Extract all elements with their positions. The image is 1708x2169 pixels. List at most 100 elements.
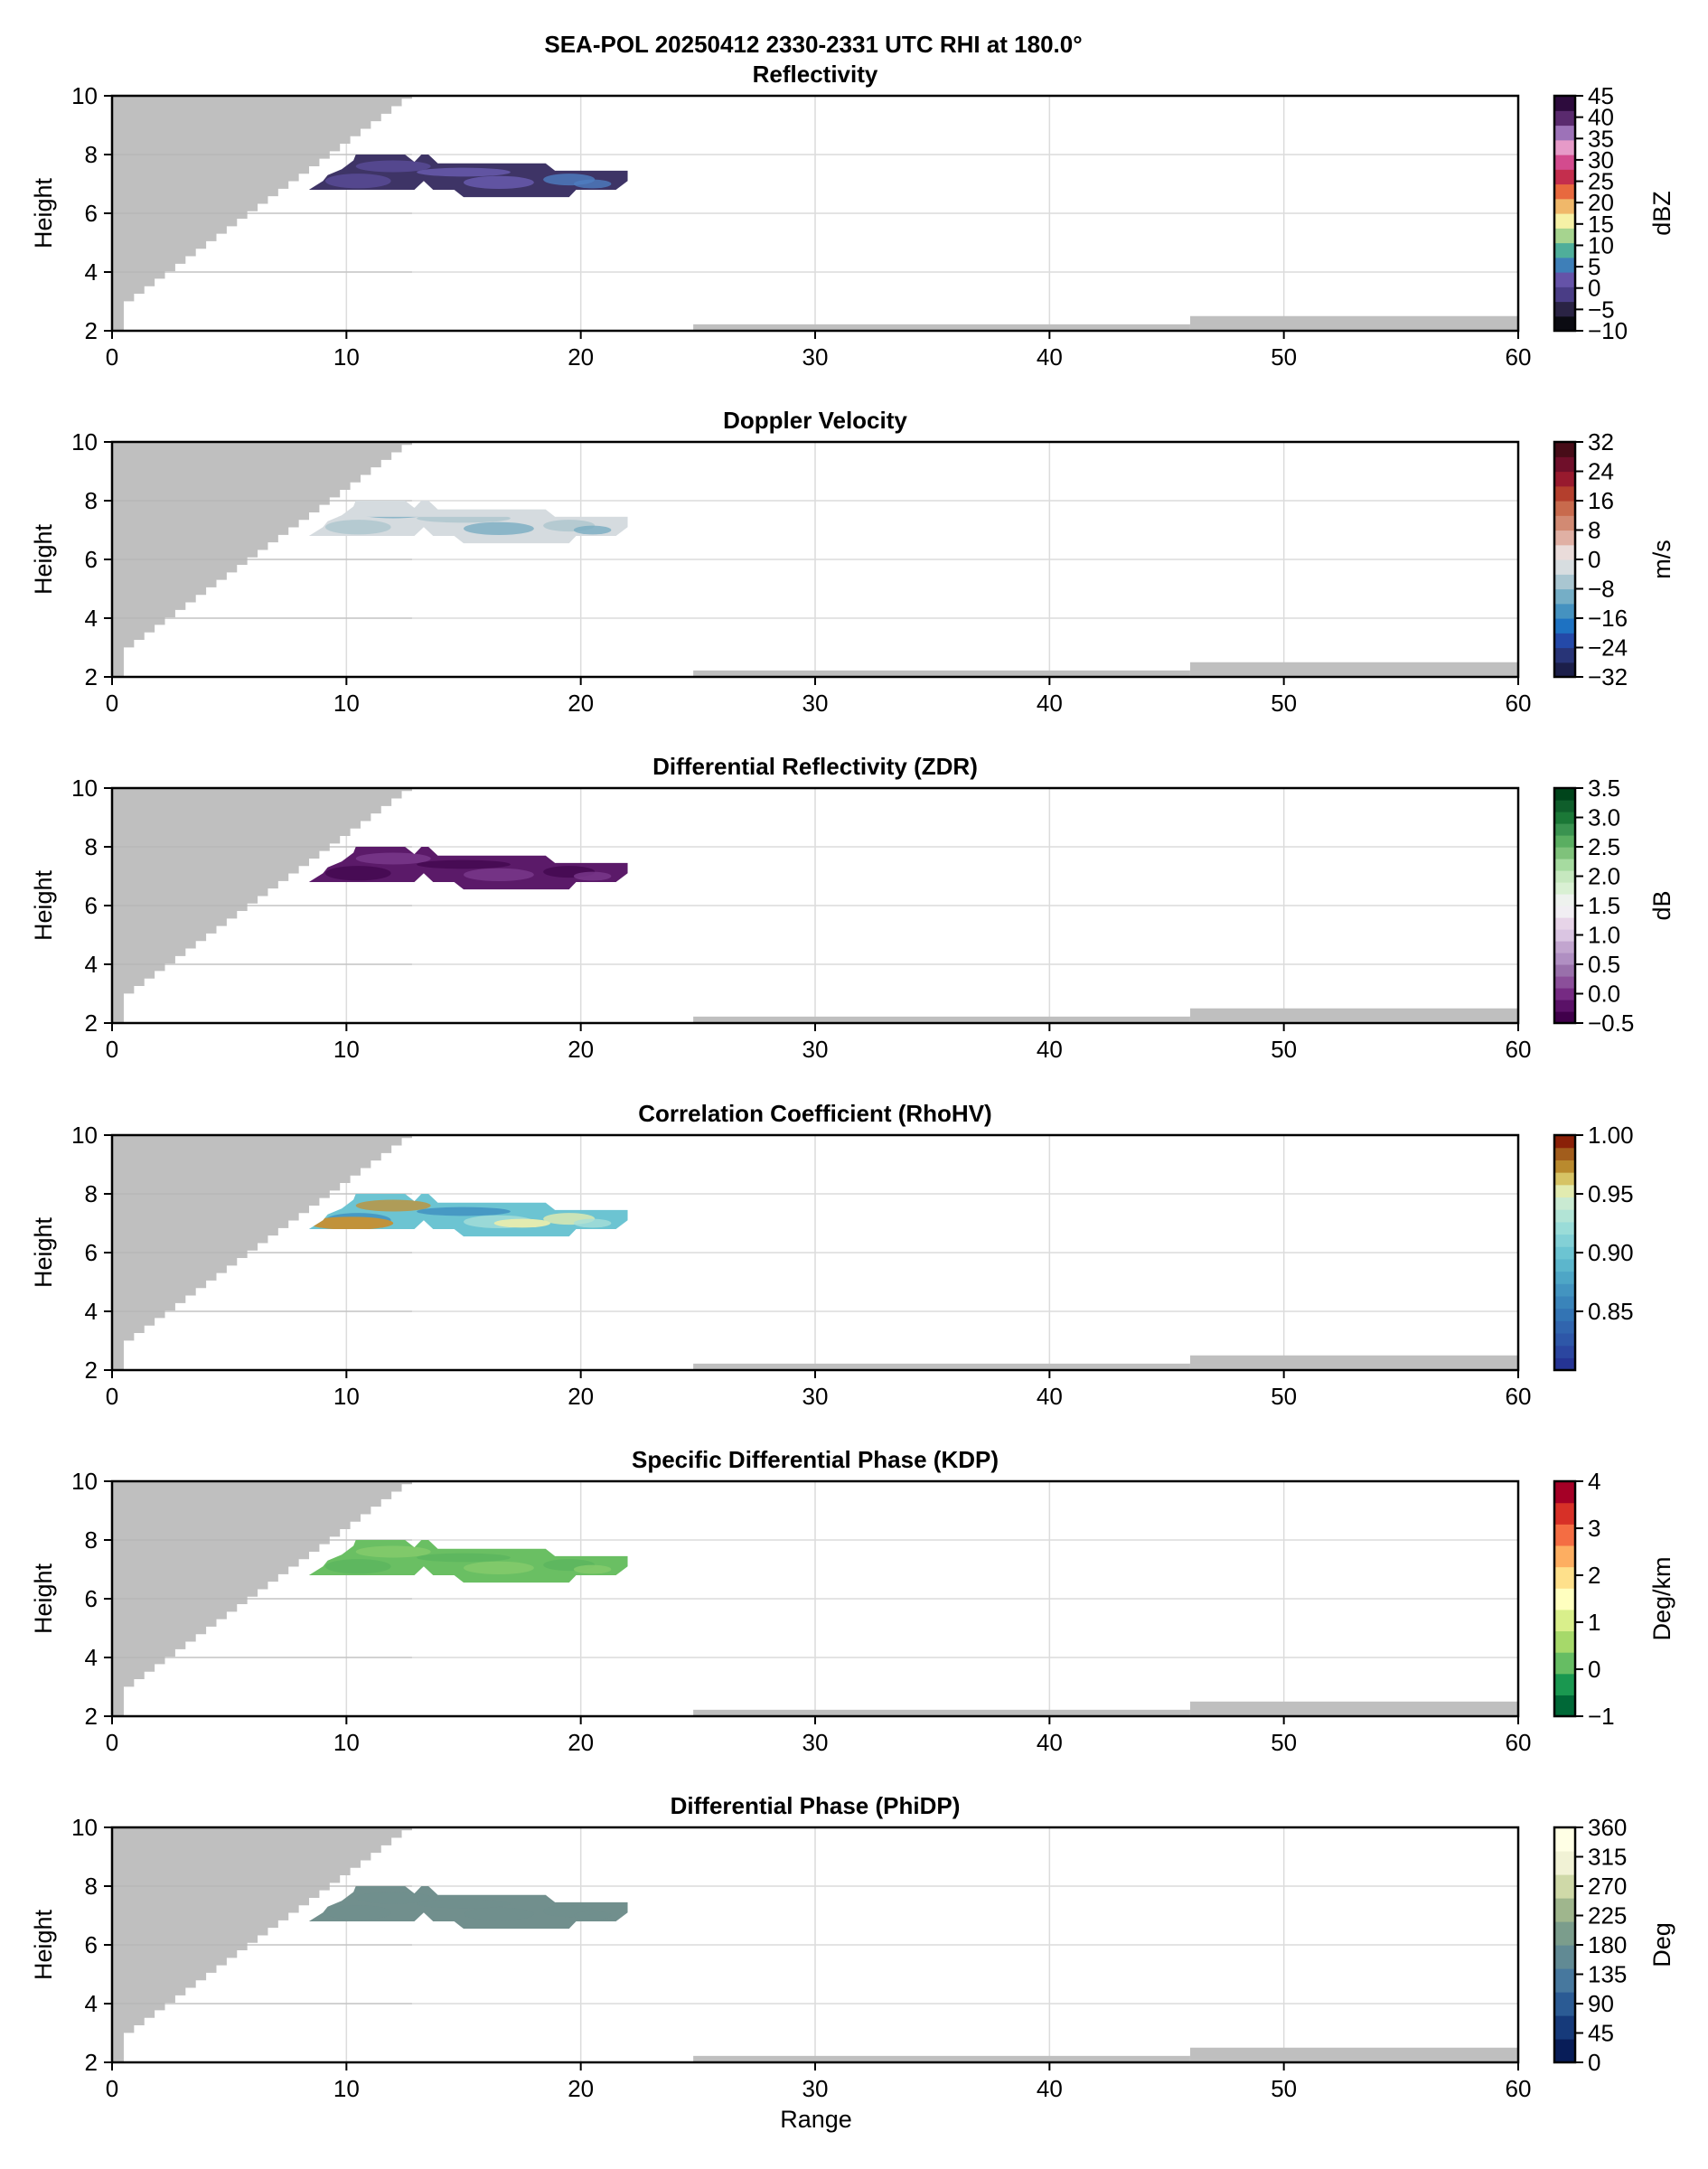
colorbar-band bbox=[1554, 1695, 1575, 1717]
colorbar-band bbox=[1554, 183, 1575, 200]
echo-contour bbox=[464, 1907, 534, 1921]
colorbar-band bbox=[1554, 1258, 1575, 1272]
x-tick-label: 20 bbox=[568, 1036, 594, 1063]
colorbar-band bbox=[1554, 800, 1575, 812]
y-axis-label: Height bbox=[30, 1216, 57, 1288]
colorbar-band bbox=[1554, 1135, 1575, 1149]
colorbar-band bbox=[1554, 2015, 1575, 2040]
colorbar-band bbox=[1554, 515, 1575, 531]
masked-ground-strip bbox=[1189, 1355, 1518, 1370]
colorbar-band bbox=[1554, 286, 1575, 303]
x-tick-label: 40 bbox=[1037, 1729, 1063, 1756]
colorbar-band bbox=[1554, 1898, 1575, 1922]
echo-contour bbox=[417, 1899, 511, 1909]
echo-detail bbox=[324, 852, 612, 882]
panel-title: Doppler Velocity bbox=[723, 407, 907, 434]
colorbar-band bbox=[1554, 588, 1575, 605]
colorbar-band bbox=[1554, 976, 1575, 989]
echo-detail bbox=[324, 1892, 612, 1921]
y-tick-label: 8 bbox=[85, 1526, 98, 1554]
masked-ground-strip bbox=[693, 1363, 1190, 1370]
y-tick-label: 8 bbox=[85, 487, 98, 514]
y-tick-label: 2 bbox=[85, 1009, 98, 1037]
colorbar-tick-label: 0 bbox=[1588, 275, 1600, 302]
colorbar-tick-label: 4 bbox=[1588, 1468, 1600, 1495]
x-tick-label: 50 bbox=[1271, 1036, 1297, 1063]
y-tick-label: 6 bbox=[85, 1931, 98, 1958]
colorbar-tick-label: 1.5 bbox=[1588, 892, 1620, 919]
echo-contour bbox=[493, 1218, 550, 1228]
y-axis-label: Height bbox=[30, 1563, 57, 1634]
colorbar-band bbox=[1554, 1945, 1575, 1969]
echo-contour bbox=[417, 859, 511, 869]
echo-contour bbox=[308, 1216, 394, 1230]
y-tick-label: 4 bbox=[85, 951, 98, 978]
colorbar-tick-label: 45 bbox=[1588, 2020, 1614, 2047]
y-tick-label: 2 bbox=[85, 663, 98, 690]
colorbar-band bbox=[1554, 1588, 1575, 1610]
panel-title: Specific Differential Phase (KDP) bbox=[632, 1446, 999, 1473]
echo-contour bbox=[573, 525, 612, 535]
colorbar-band bbox=[1554, 1184, 1575, 1198]
colorbar-band bbox=[1554, 2039, 1575, 2063]
masked-ground-strip bbox=[693, 1016, 1190, 1023]
x-tick-label: 50 bbox=[1271, 1729, 1297, 1756]
colorbar-tick-label: 2 bbox=[1588, 1562, 1600, 1589]
colorbar-band bbox=[1554, 228, 1575, 244]
panel-title: Differential Reflectivity (ZDR) bbox=[652, 753, 978, 780]
colorbar-band bbox=[1554, 1308, 1575, 1321]
echo-contour bbox=[464, 175, 534, 190]
x-tick-label: 30 bbox=[802, 690, 829, 717]
echo-contour bbox=[573, 1911, 612, 1920]
colorbar-tick-label: 180 bbox=[1588, 1931, 1627, 1958]
colorbar-label: dBZ bbox=[1648, 191, 1675, 236]
x-tick-label: 10 bbox=[333, 2075, 360, 2102]
colorbar-band bbox=[1554, 485, 1575, 502]
colorbar-band bbox=[1554, 603, 1575, 619]
colorbar-rhohv: 0.85 0.90 0.95 1.00 bbox=[1553, 1122, 1634, 1372]
y-axis-label: Height bbox=[30, 177, 57, 249]
colorbar-band bbox=[1554, 155, 1575, 170]
colorbar-band bbox=[1554, 1968, 1575, 1993]
colorbar-tick-label: 2.5 bbox=[1588, 833, 1620, 860]
colorbar-tick-label: 0 bbox=[1588, 1656, 1600, 1683]
x-tick-label: 60 bbox=[1506, 343, 1532, 371]
y-tick-label: 6 bbox=[85, 892, 98, 919]
colorbar-label: Deg bbox=[1648, 1922, 1675, 1967]
panel-title: Differential Phase (PhiDP) bbox=[671, 1792, 961, 1819]
colorbar-band bbox=[1554, 96, 1575, 111]
colorbar-band bbox=[1554, 301, 1575, 317]
x-tick-label: 0 bbox=[106, 2075, 118, 2102]
colorbar-band bbox=[1554, 662, 1575, 678]
colorbar-band bbox=[1554, 988, 1575, 1000]
colorbar-frame bbox=[1553, 94, 1577, 333]
x-tick-label: 20 bbox=[568, 2075, 594, 2102]
echo-contour bbox=[324, 866, 391, 881]
x-tick-label: 10 bbox=[333, 1383, 360, 1410]
colorbar-tick-label: 45 bbox=[1588, 82, 1614, 109]
y-axis-label: Height bbox=[30, 523, 57, 595]
colorbar-kdp: −1 0 1 2 3 4 Deg/km bbox=[1553, 1468, 1675, 1730]
echo-detail bbox=[308, 1199, 612, 1230]
y-tick-label: 2 bbox=[85, 2049, 98, 2076]
colorbar-band bbox=[1554, 870, 1575, 883]
colorbar-tick-label: 16 bbox=[1588, 487, 1614, 514]
colorbar-tick-label: 1.00 bbox=[1588, 1122, 1634, 1149]
colorbar-band bbox=[1554, 929, 1575, 942]
colorbar-band bbox=[1554, 1992, 1575, 2016]
colorbar-tick-label: −32 bbox=[1588, 663, 1628, 690]
colorbar-band bbox=[1554, 1209, 1575, 1223]
colorbar-tick-label: 40 bbox=[1588, 104, 1614, 131]
colorbar-tick-label: 15 bbox=[1588, 211, 1614, 238]
colorbar-band bbox=[1554, 315, 1575, 332]
colorbar-band bbox=[1554, 456, 1575, 473]
y-tick-label: 6 bbox=[85, 200, 98, 227]
x-tick-label: 40 bbox=[1037, 690, 1063, 717]
masked-ground-strip bbox=[1189, 2047, 1518, 2062]
y-tick-label: 10 bbox=[71, 1468, 98, 1495]
panel-phidp: Differential Phase (PhiDP)0 10 20 30 40 50 602… bbox=[30, 1792, 1675, 2102]
colorbar-band bbox=[1554, 442, 1575, 457]
colorbar-tick-label: 20 bbox=[1588, 189, 1614, 216]
